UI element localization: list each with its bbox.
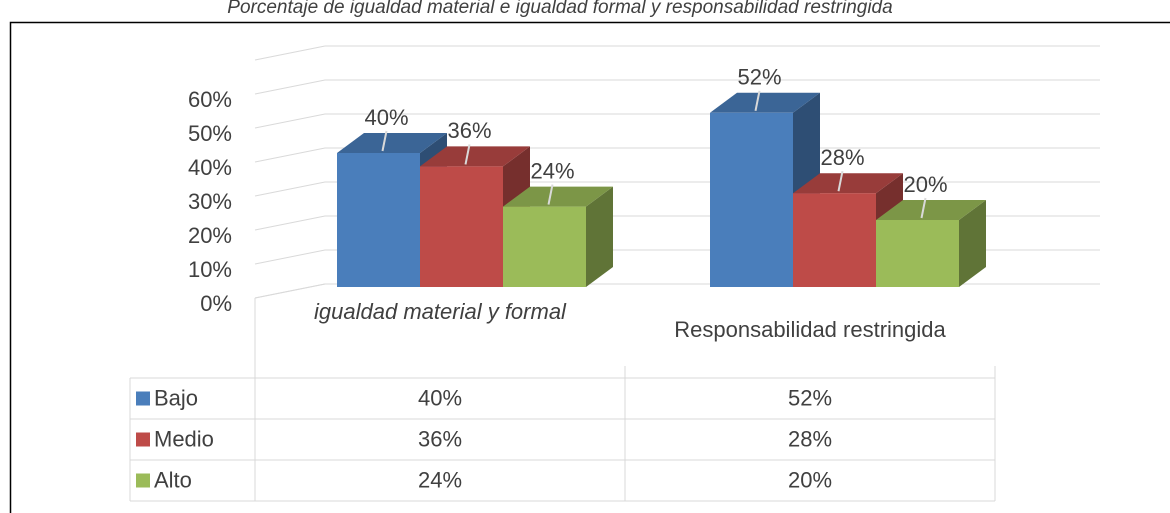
bar xyxy=(337,153,420,287)
x-tick-label: igualdad material y formal xyxy=(314,299,566,324)
table-cell: 20% xyxy=(788,467,832,492)
data-label: 20% xyxy=(903,172,947,197)
grid-line xyxy=(254,113,1100,129)
bar-top xyxy=(876,200,986,220)
table-cell: 36% xyxy=(418,426,462,451)
bar-top xyxy=(793,173,903,194)
legend-swatch xyxy=(136,432,150,447)
y-tick-label: 20% xyxy=(188,223,232,248)
x-tick-label: Responsabilidad restringida xyxy=(674,317,946,342)
bar-top xyxy=(420,146,530,167)
chart-title: Porcentaje de igualdad material e iguald… xyxy=(227,0,892,18)
legend-label: Alto xyxy=(154,467,192,492)
bar-side xyxy=(959,200,986,287)
y-tick-label: 50% xyxy=(188,121,232,146)
legend-label: Bajo xyxy=(154,385,198,410)
table-cell: 24% xyxy=(418,467,462,492)
legend-label: Medio xyxy=(154,426,214,451)
wall-edge xyxy=(254,45,326,61)
leader-line xyxy=(754,90,761,111)
y-tick-label: 10% xyxy=(188,257,232,282)
leader-line xyxy=(920,197,927,219)
leader-line xyxy=(464,144,471,165)
bar-top xyxy=(503,186,613,207)
bar-top xyxy=(337,133,447,153)
data-label: 40% xyxy=(364,105,408,130)
bar xyxy=(503,206,586,287)
bar xyxy=(793,193,876,287)
leader-line xyxy=(381,130,388,152)
leader-line xyxy=(837,171,844,192)
data-label: 52% xyxy=(737,65,781,90)
grid-line xyxy=(254,79,1100,95)
table-cell: 40% xyxy=(418,385,462,410)
y-tick-label: 60% xyxy=(188,87,232,112)
y-tick-label: 0% xyxy=(200,291,232,316)
leader-line xyxy=(547,184,554,205)
legend-swatch xyxy=(136,473,150,488)
bar xyxy=(710,112,793,287)
bar xyxy=(420,166,503,287)
y-tick-label: 30% xyxy=(188,189,232,214)
y-tick-label: 40% xyxy=(188,155,232,180)
bar-top xyxy=(710,92,820,113)
data-label: 36% xyxy=(447,118,491,143)
frame xyxy=(9,21,1170,513)
bar xyxy=(876,220,959,287)
table-cell: 28% xyxy=(788,426,832,451)
table-cell: 52% xyxy=(788,385,832,410)
grid-line xyxy=(254,147,1100,163)
data-label: 28% xyxy=(820,145,864,170)
data-label: 24% xyxy=(530,158,574,183)
bar-side xyxy=(586,186,613,287)
legend-swatch xyxy=(136,391,150,406)
